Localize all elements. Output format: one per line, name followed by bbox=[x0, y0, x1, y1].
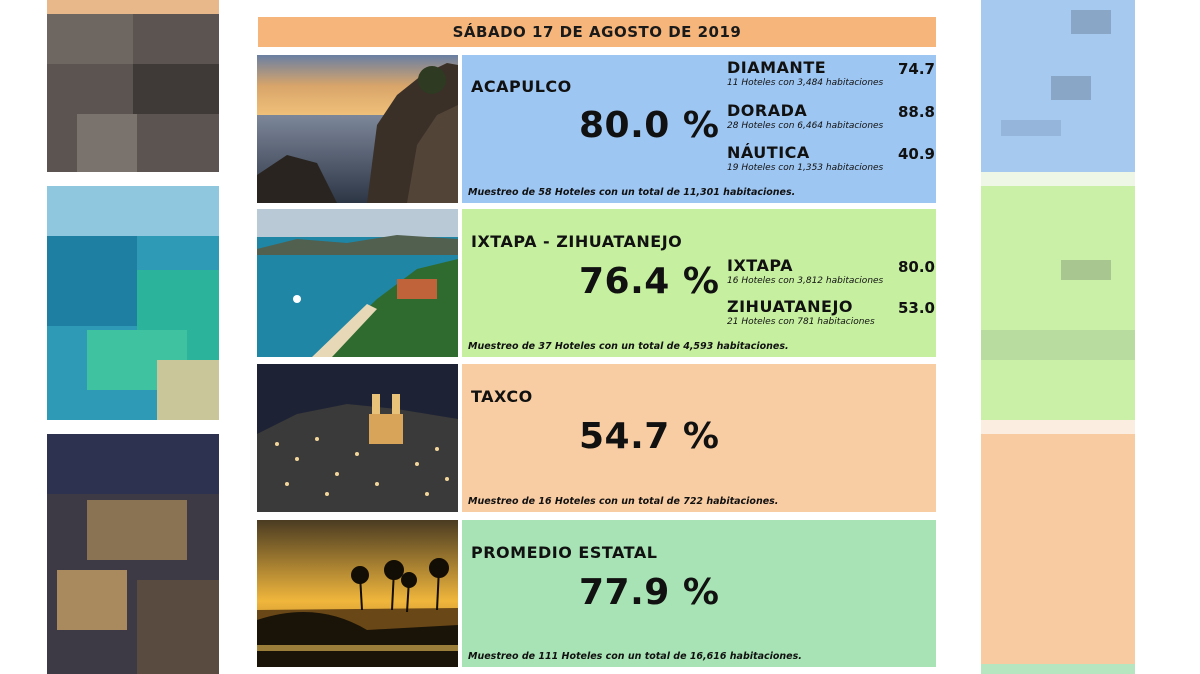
zone-value: 53.0 bbox=[897, 299, 935, 317]
zone-diamante: DIAMANTE 74.7 11 Hoteles con 3,484 habit… bbox=[727, 58, 935, 88]
left-pixelated-image bbox=[47, 0, 219, 674]
zone-value: 80.0 bbox=[897, 258, 935, 276]
sample-note: Muestreo de 37 Hoteles con un total de 4… bbox=[468, 341, 789, 352]
ixtapa-panel: IXTAPA - ZIHUATANEJO 76.4 % IXTAPA 80.0 … bbox=[462, 209, 936, 357]
region-name: ACAPULCO bbox=[471, 77, 572, 96]
zone-dorada: DORADA 88.8 28 Hoteles con 6,464 habitac… bbox=[727, 101, 935, 131]
acapulco-panel: ACAPULCO 80.0 % DIAMANTE 74.7 11 Hoteles… bbox=[462, 55, 936, 203]
zone-desc: 11 Hoteles con 3,484 habitaciones bbox=[727, 78, 884, 88]
sample-note: Muestreo de 58 Hoteles con un total de 1… bbox=[468, 187, 796, 198]
row-promedio-estatal: PROMEDIO ESTATAL 77.9 % Muestreo de 111 … bbox=[257, 520, 936, 667]
zone-desc: 21 Hoteles con 781 habitaciones bbox=[727, 317, 875, 327]
date-header: SÁBADO 17 DE AGOSTO DE 2019 bbox=[258, 17, 936, 47]
region-name: TAXCO bbox=[471, 387, 533, 406]
occupancy-percent: 76.4 % bbox=[579, 261, 720, 302]
zone-value: 88.8 bbox=[897, 103, 935, 121]
promedio-panel: PROMEDIO ESTATAL 77.9 % Muestreo de 111 … bbox=[462, 520, 936, 667]
occupancy-percent: 80.0 % bbox=[579, 105, 720, 146]
ixtapa-photo bbox=[257, 209, 458, 357]
sunset-photo bbox=[257, 520, 458, 667]
zone-desc: 19 Hoteles con 1,353 habitaciones bbox=[727, 163, 884, 173]
right-pixelated-image bbox=[981, 0, 1135, 674]
region-name: PROMEDIO ESTATAL bbox=[471, 543, 658, 562]
acapulco-photo bbox=[257, 55, 458, 203]
taxco-panel: TAXCO 54.7 % Muestreo de 16 Hoteles con … bbox=[462, 364, 936, 512]
zone-nautica: NÁUTICA 40.9 19 Hoteles con 1,353 habita… bbox=[727, 143, 935, 173]
zone-name: ZIHUATANEJO bbox=[727, 297, 854, 316]
zone-value: 74.7 bbox=[897, 60, 935, 78]
row-acapulco: ACAPULCO 80.0 % DIAMANTE 74.7 11 Hoteles… bbox=[257, 55, 936, 203]
zone-zihuatanejo: ZIHUATANEJO 53.0 21 Hoteles con 781 habi… bbox=[727, 297, 935, 327]
sample-note: Muestreo de 111 Hoteles con un total de … bbox=[468, 651, 802, 662]
zone-value: 40.9 bbox=[897, 145, 935, 163]
taxco-photo bbox=[257, 364, 458, 512]
zone-name: DIAMANTE bbox=[727, 58, 827, 77]
date-text: SÁBADO 17 DE AGOSTO DE 2019 bbox=[452, 23, 742, 41]
occupancy-percent: 54.7 % bbox=[579, 416, 720, 457]
zone-name: DORADA bbox=[727, 101, 808, 120]
zone-ixtapa: IXTAPA 80.0 16 Hoteles con 3,812 habitac… bbox=[727, 256, 935, 286]
zone-name: IXTAPA bbox=[727, 256, 793, 275]
zone-desc: 28 Hoteles con 6,464 habitaciones bbox=[727, 121, 884, 131]
sample-note: Muestreo de 16 Hoteles con un total de 7… bbox=[468, 496, 779, 507]
row-taxco: TAXCO 54.7 % Muestreo de 16 Hoteles con … bbox=[257, 364, 936, 512]
region-name: IXTAPA - ZIHUATANEJO bbox=[471, 232, 683, 251]
row-ixtapa-zihuatanejo: IXTAPA - ZIHUATANEJO 76.4 % IXTAPA 80.0 … bbox=[257, 209, 936, 357]
zone-desc: 16 Hoteles con 3,812 habitaciones bbox=[727, 276, 884, 286]
occupancy-percent: 77.9 % bbox=[579, 572, 720, 613]
zone-name: NÁUTICA bbox=[727, 143, 810, 162]
